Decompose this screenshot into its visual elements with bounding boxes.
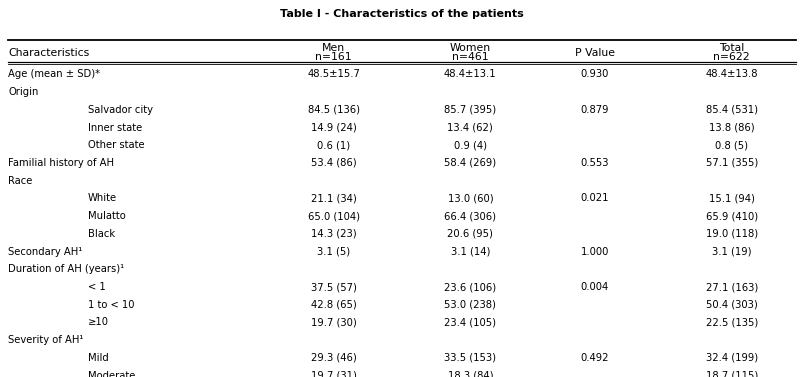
Text: 18.3 (84): 18.3 (84) [447,371,492,377]
Text: 58.4 (269): 58.4 (269) [444,158,495,168]
Text: 85.4 (531): 85.4 (531) [705,105,756,115]
Text: Other state: Other state [88,140,144,150]
Text: 0.879: 0.879 [580,105,609,115]
Text: 37.5 (57): 37.5 (57) [310,282,357,292]
Text: 32.4 (199): 32.4 (199) [705,353,756,363]
Text: 13.8 (86): 13.8 (86) [708,123,753,133]
Text: 0.492: 0.492 [580,353,609,363]
Text: Salvador city: Salvador city [88,105,153,115]
Text: 33.5 (153): 33.5 (153) [444,353,495,363]
Text: Inner state: Inner state [88,123,141,133]
Text: Origin: Origin [8,87,39,97]
Text: 19.7 (30): 19.7 (30) [311,317,356,328]
Text: 0.8 (5): 0.8 (5) [714,140,748,150]
Text: 22.5 (135): 22.5 (135) [705,317,756,328]
Text: Table I - Characteristics of the patients: Table I - Characteristics of the patient… [279,9,524,20]
Text: 65.9 (410): 65.9 (410) [705,211,756,221]
Text: Familial history of AH: Familial history of AH [8,158,114,168]
Text: ≥10: ≥10 [88,317,108,328]
Text: White: White [88,193,116,204]
Text: Mulatto: Mulatto [88,211,125,221]
Text: 15.1 (94): 15.1 (94) [707,193,754,204]
Text: Moderate: Moderate [88,371,135,377]
Text: Black: Black [88,229,115,239]
Text: n=461: n=461 [451,52,488,62]
Text: 27.1 (163): 27.1 (163) [705,282,756,292]
Text: 65.0 (104): 65.0 (104) [308,211,359,221]
Text: 3.1 (19): 3.1 (19) [711,247,751,257]
Text: Severity of AH¹: Severity of AH¹ [8,335,84,345]
Text: 50.4 (303): 50.4 (303) [705,300,756,310]
Text: 42.8 (65): 42.8 (65) [311,300,356,310]
Text: Men: Men [322,43,344,54]
Text: 29.3 (46): 29.3 (46) [311,353,356,363]
Text: 3.1 (14): 3.1 (14) [450,247,489,257]
Text: Race: Race [8,176,32,186]
Text: 13.0 (60): 13.0 (60) [447,193,492,204]
Text: 0.004: 0.004 [580,282,609,292]
Text: n=622: n=622 [712,52,749,62]
Text: 0.930: 0.930 [580,69,609,80]
Text: 21.1 (34): 21.1 (34) [311,193,356,204]
Text: 48.4±13.8: 48.4±13.8 [704,69,757,80]
Text: 66.4 (306): 66.4 (306) [444,211,495,221]
Text: 0.553: 0.553 [580,158,609,168]
Text: 19.0 (118): 19.0 (118) [705,229,756,239]
Text: < 1: < 1 [88,282,105,292]
Text: 20.6 (95): 20.6 (95) [446,229,493,239]
Text: 0.9 (4): 0.9 (4) [453,140,487,150]
Text: Age (mean ± SD)*: Age (mean ± SD)* [8,69,100,80]
Text: 18.7 (115): 18.7 (115) [705,371,756,377]
Text: Mild: Mild [88,353,108,363]
Text: 57.1 (355): 57.1 (355) [705,158,756,168]
Text: 1.000: 1.000 [580,247,609,257]
Text: 53.0 (238): 53.0 (238) [444,300,495,310]
Text: 3.1 (5): 3.1 (5) [316,247,350,257]
Text: 23.4 (105): 23.4 (105) [444,317,495,328]
Text: P Value: P Value [574,48,614,58]
Text: Women: Women [449,43,491,54]
Text: 14.9 (24): 14.9 (24) [311,123,356,133]
Text: 23.6 (106): 23.6 (106) [444,282,495,292]
Text: 1 to < 10: 1 to < 10 [88,300,134,310]
Text: 84.5 (136): 84.5 (136) [308,105,359,115]
Text: Duration of AH (years)¹: Duration of AH (years)¹ [8,264,124,274]
Text: 85.7 (395): 85.7 (395) [444,105,495,115]
Text: 14.3 (23): 14.3 (23) [311,229,356,239]
Text: 53.4 (86): 53.4 (86) [311,158,356,168]
Text: Characteristics: Characteristics [8,48,89,58]
Text: 13.4 (62): 13.4 (62) [447,123,492,133]
Text: Total: Total [718,43,744,54]
Text: Secondary AH¹: Secondary AH¹ [8,247,82,257]
Text: 0.021: 0.021 [580,193,609,204]
Text: 19.7 (31): 19.7 (31) [310,371,357,377]
Text: 48.5±15.7: 48.5±15.7 [307,69,360,80]
Text: n=161: n=161 [315,52,352,62]
Text: 48.4±13.1: 48.4±13.1 [443,69,496,80]
Text: 0.6 (1): 0.6 (1) [316,140,350,150]
